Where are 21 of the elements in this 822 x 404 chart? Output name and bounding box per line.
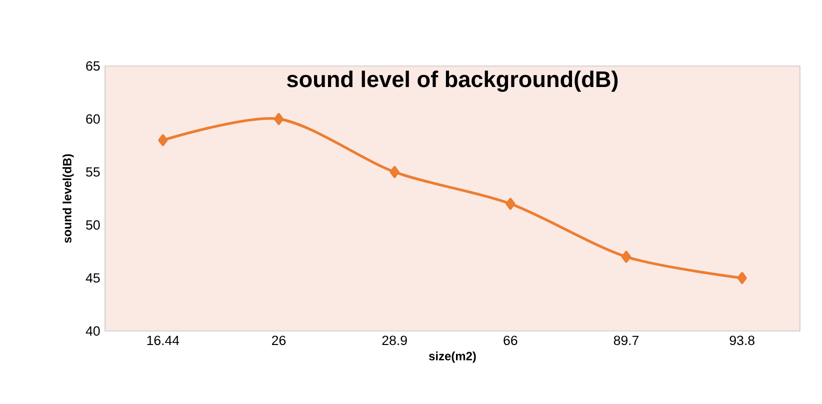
x-tick-label: 66: [504, 336, 518, 346]
x-tick-label: 28.9: [382, 336, 407, 346]
point: [737, 272, 747, 284]
x-tick-label: 89.7: [614, 336, 639, 346]
point: [621, 250, 632, 263]
point: [506, 198, 516, 210]
y-tick-label: 65: [86, 61, 100, 71]
point: [158, 134, 168, 146]
x-tick-label: 26: [272, 336, 286, 346]
y-tick-label: 60: [86, 114, 100, 124]
y-tick-label: 40: [86, 326, 100, 336]
y-tick-label: 45: [86, 273, 100, 283]
x-tick-label: 16.44: [147, 336, 180, 346]
y-tick-label: 50: [86, 220, 100, 230]
y-tick-label: 55: [86, 167, 100, 177]
y-axis-title: sound level(dB): [62, 154, 74, 243]
point: [390, 166, 400, 178]
x-tick-label: 93.8: [730, 336, 754, 346]
chart-title: sound level of background(dB): [287, 70, 618, 92]
point: [274, 113, 284, 125]
x-axis-title: size(m2): [428, 352, 476, 363]
